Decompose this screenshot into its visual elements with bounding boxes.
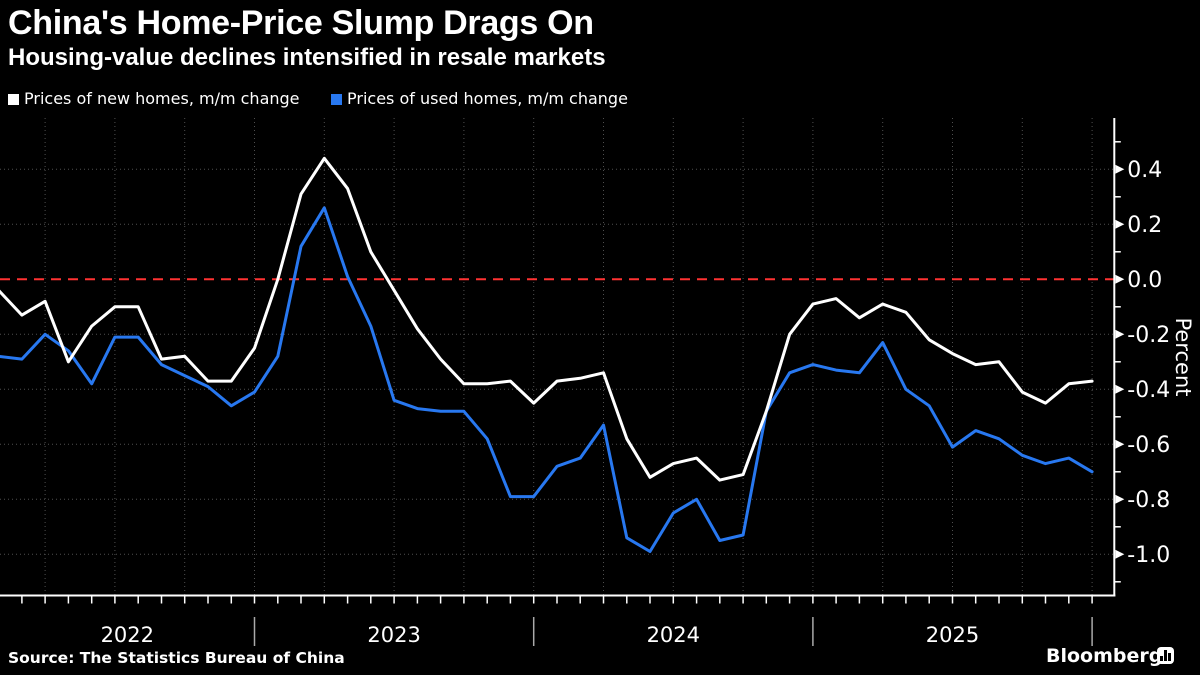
- year-label: 2025: [926, 623, 979, 647]
- bloomberg-terminal-icon: [1157, 647, 1174, 664]
- y-tick-label: -0.4: [1127, 378, 1170, 403]
- year-label: 2024: [647, 623, 700, 647]
- page-title: China's Home-Price Slump Drags On: [8, 4, 594, 42]
- bloomberg-wordmark: Bloomberg: [1046, 645, 1163, 667]
- y-tick-label: -0.6: [1127, 433, 1170, 458]
- y-tick-label: 0.4: [1127, 158, 1162, 183]
- used-homes-line: [0, 206, 1094, 553]
- bar-icon: [1168, 653, 1171, 661]
- used-homes-swatch-icon: [331, 93, 342, 105]
- x-axis-ticks: 2022 2023 2024 2025: [21, 596, 1093, 647]
- y-tick-label: -1.0: [1127, 543, 1170, 568]
- y-tick-label: 0.0: [1127, 268, 1162, 293]
- y-axis-ticks: 0.4 0.2 0.0 -0.2 -0.4 -0.6 -0.8 -1.0: [1114, 141, 1170, 583]
- year-label: 2023: [367, 623, 420, 647]
- y-tick-label: -0.8: [1127, 488, 1170, 513]
- legend-item-used-homes: Prices of used homes, m/m change: [331, 90, 628, 108]
- axes: [0, 118, 1116, 597]
- y-tick-label: 0.2: [1127, 213, 1162, 238]
- legend-label: Prices of used homes, m/m change: [347, 89, 628, 108]
- year-label: 2022: [101, 623, 154, 647]
- bar-icon: [1164, 650, 1167, 661]
- legend-item-new-homes: Prices of new homes, m/m change: [8, 90, 300, 108]
- y-axis-title: Percent: [1171, 317, 1195, 396]
- y-tick-label: -0.2: [1127, 323, 1170, 348]
- bar-icon: [1160, 656, 1163, 661]
- grid-lines: [0, 118, 1115, 596]
- new-homes-swatch-icon: [8, 93, 19, 105]
- source-note: Source: The Statistics Bureau of China: [8, 649, 345, 667]
- new-homes-line: [0, 156, 1094, 482]
- chart-legend: Prices of new homes, m/m change Prices o…: [8, 90, 1108, 108]
- legend-label: Prices of new homes, m/m change: [24, 89, 300, 108]
- page-subtitle: Housing-value declines intensified in re…: [8, 44, 606, 71]
